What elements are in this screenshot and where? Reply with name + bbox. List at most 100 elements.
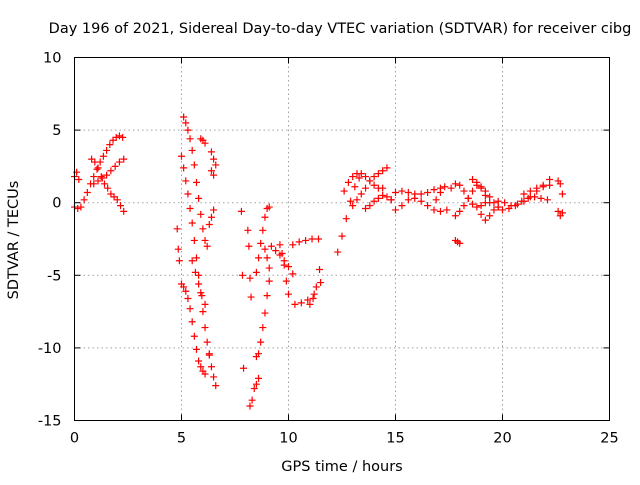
data-point — [347, 197, 355, 205]
data-point — [501, 199, 509, 207]
data-point — [477, 202, 485, 210]
data-point — [207, 148, 215, 156]
data-point — [104, 184, 112, 192]
x-tick-labels: 0 5 10 15 20 25 — [70, 431, 619, 447]
data-point — [195, 357, 203, 365]
data-point — [192, 345, 200, 353]
data-point — [291, 300, 299, 308]
data-point — [207, 167, 215, 175]
data-point — [175, 257, 183, 265]
data-point — [306, 300, 314, 308]
data-point — [261, 213, 269, 221]
data-point — [190, 236, 198, 244]
data-point — [245, 242, 253, 250]
data-point — [486, 212, 494, 220]
data-point — [349, 202, 357, 210]
data-point — [392, 189, 399, 197]
data-point — [473, 203, 481, 211]
data-point — [280, 261, 288, 269]
data-point — [295, 238, 303, 246]
data-point — [314, 235, 322, 243]
y-tick-label: 5 — [52, 123, 61, 139]
data-point — [90, 180, 98, 188]
data-point — [83, 189, 91, 197]
data-point — [174, 245, 182, 253]
data-point — [186, 205, 194, 213]
y-tick-label: -10 — [38, 341, 62, 357]
data-point — [554, 207, 562, 215]
data-point — [205, 220, 213, 228]
data-point — [265, 203, 273, 211]
data-point — [558, 190, 566, 198]
data-point — [107, 167, 115, 175]
y-axis-label: SDTVAR / TECUs — [6, 181, 22, 300]
data-point — [178, 152, 185, 160]
data-point — [112, 133, 120, 141]
data-point — [424, 202, 432, 210]
data-point — [285, 263, 292, 271]
data-point — [192, 254, 200, 262]
data-point — [441, 183, 449, 191]
data-point — [533, 184, 541, 192]
data-point — [398, 202, 406, 210]
data-point — [490, 206, 498, 214]
data-point — [120, 155, 128, 163]
data-point — [469, 175, 477, 183]
data-point — [304, 296, 312, 304]
data-point — [265, 277, 273, 285]
x-tick-label: 25 — [600, 431, 618, 447]
data-point — [263, 254, 271, 262]
data-point — [317, 279, 325, 287]
data-point — [261, 309, 269, 317]
data-point — [456, 207, 464, 215]
data-point — [285, 290, 292, 298]
data-point — [417, 197, 425, 205]
data-point — [238, 271, 246, 279]
data-point — [362, 184, 370, 192]
data-point — [370, 181, 378, 189]
data-point — [366, 177, 374, 185]
data-point — [212, 161, 220, 169]
data-point — [379, 191, 387, 199]
data-point — [417, 190, 425, 198]
data-point — [276, 241, 284, 249]
data-point — [289, 241, 297, 249]
data-point — [267, 242, 275, 250]
data-point — [282, 277, 290, 285]
data-point — [520, 190, 528, 198]
data-point — [257, 338, 265, 346]
data-point — [259, 324, 267, 332]
data-point — [477, 184, 485, 192]
data-point — [460, 202, 468, 210]
data-point — [115, 158, 123, 166]
data-point — [387, 196, 395, 204]
y-tick-label: 0 — [52, 196, 61, 212]
data-point — [370, 197, 378, 205]
data-point — [430, 206, 438, 214]
data-point — [436, 207, 444, 215]
data-point — [207, 213, 215, 221]
data-point — [191, 268, 199, 276]
data-point — [316, 265, 324, 273]
data-point — [404, 189, 412, 197]
data-point — [207, 363, 215, 371]
data-point — [74, 205, 82, 213]
data-point — [257, 239, 265, 247]
data-point — [120, 207, 128, 215]
data-point — [111, 162, 119, 170]
data-point — [338, 232, 346, 240]
y-tick-label: -5 — [47, 268, 61, 284]
data-point — [411, 194, 419, 202]
data-point — [272, 247, 280, 255]
data-point — [505, 205, 513, 213]
data-point — [182, 177, 190, 185]
data-point — [199, 308, 207, 316]
data-point — [558, 209, 566, 217]
data-point — [90, 173, 98, 181]
data-point — [195, 280, 203, 288]
data-point — [340, 187, 348, 195]
data-point — [210, 373, 218, 381]
data-point — [188, 146, 196, 154]
data-point — [334, 248, 342, 256]
data-point — [486, 199, 494, 207]
